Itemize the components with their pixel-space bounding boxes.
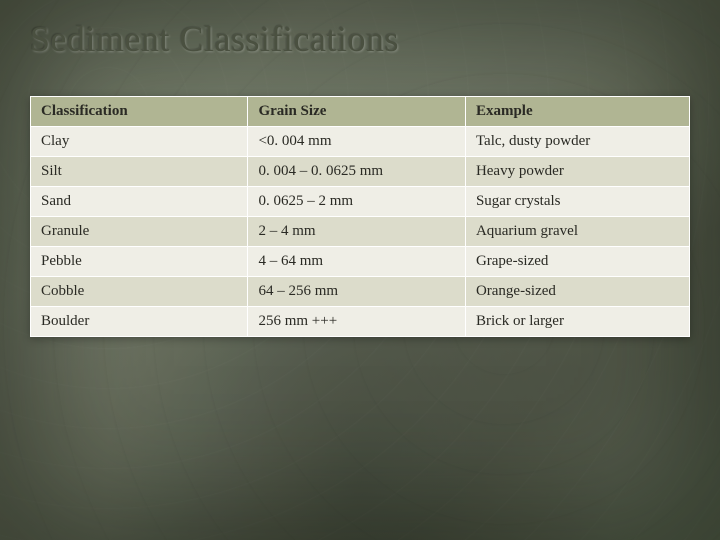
cell-classification: Pebble (31, 247, 248, 277)
cell-classification: Sand (31, 187, 248, 217)
cell-grain-size: 4 – 64 mm (248, 247, 465, 277)
cell-classification: Cobble (31, 277, 248, 307)
cell-classification: Silt (31, 157, 248, 187)
cell-example: Orange-sized (465, 277, 689, 307)
table-body: Clay <0. 004 mm Talc, dusty powder Silt … (31, 127, 690, 337)
cell-classification: Clay (31, 127, 248, 157)
table-row: Boulder 256 mm +++ Brick or larger (31, 307, 690, 337)
cell-classification: Granule (31, 217, 248, 247)
table-row: Sand 0. 0625 – 2 mm Sugar crystals (31, 187, 690, 217)
table-row: Clay <0. 004 mm Talc, dusty powder (31, 127, 690, 157)
cell-grain-size: 64 – 256 mm (248, 277, 465, 307)
cell-grain-size: 256 mm +++ (248, 307, 465, 337)
cell-example: Sugar crystals (465, 187, 689, 217)
column-header: Classification (31, 97, 248, 127)
cell-grain-size: 2 – 4 mm (248, 217, 465, 247)
sediment-table: Classification Grain Size Example Clay <… (30, 96, 690, 337)
cell-grain-size: 0. 0625 – 2 mm (248, 187, 465, 217)
cell-grain-size: 0. 004 – 0. 0625 mm (248, 157, 465, 187)
page-title: Sediment Classifications (30, 18, 690, 60)
cell-classification: Boulder (31, 307, 248, 337)
cell-example: Talc, dusty powder (465, 127, 689, 157)
column-header: Example (465, 97, 689, 127)
cell-example: Grape-sized (465, 247, 689, 277)
column-header: Grain Size (248, 97, 465, 127)
cell-example: Brick or larger (465, 307, 689, 337)
cell-example: Aquarium gravel (465, 217, 689, 247)
table-header-row: Classification Grain Size Example (31, 97, 690, 127)
slide-content: Sediment Classifications Classification … (0, 0, 720, 337)
cell-example: Heavy powder (465, 157, 689, 187)
table-row: Cobble 64 – 256 mm Orange-sized (31, 277, 690, 307)
table-row: Pebble 4 – 64 mm Grape-sized (31, 247, 690, 277)
table-row: Silt 0. 004 – 0. 0625 mm Heavy powder (31, 157, 690, 187)
table-row: Granule 2 – 4 mm Aquarium gravel (31, 217, 690, 247)
cell-grain-size: <0. 004 mm (248, 127, 465, 157)
